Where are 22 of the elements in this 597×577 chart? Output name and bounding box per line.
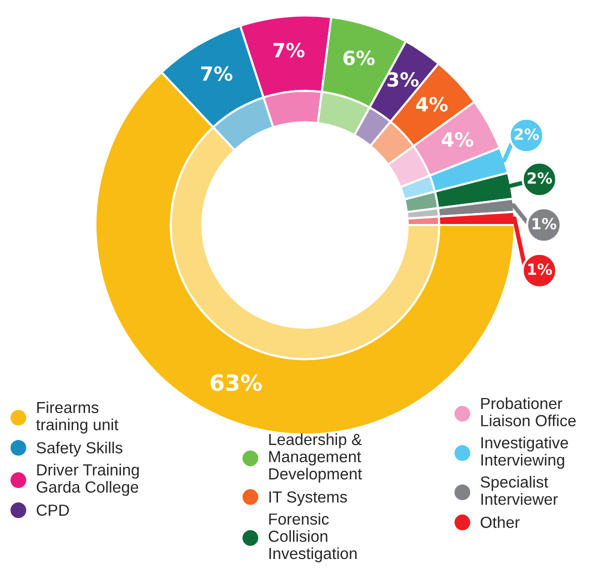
legend-label: Specialist Interviewer [480,476,558,505]
data-label: 7% [273,42,305,58]
data-label: 3% [388,72,419,87]
data-label: 2% [528,172,552,184]
data-label: 4% [416,96,448,112]
data-label: 7% [201,66,232,81]
legend-label: Firearms training unit [36,401,118,434]
data-label: 6% [343,50,375,66]
legend-label: Leadership & Management Development [269,433,362,483]
legend-label: Probationer Liaison Office [481,397,576,426]
data-label: 4% [442,132,474,147]
legend-label: Driver Training Garda College [36,464,139,496]
legend-label: Investigative Interviewing [481,436,568,469]
legend-label: IT Systems [269,491,347,506]
legend-label: Safety Skills [36,442,122,457]
data-label: 63% [210,374,262,392]
data-label: 1% [528,263,552,276]
data-label: 2% [514,128,539,140]
legend-label: Forensic Collision Investigation [268,512,357,562]
legend-label: Other [480,516,520,528]
legend-label: CPD [36,504,69,516]
data-label: 1% [532,218,556,230]
